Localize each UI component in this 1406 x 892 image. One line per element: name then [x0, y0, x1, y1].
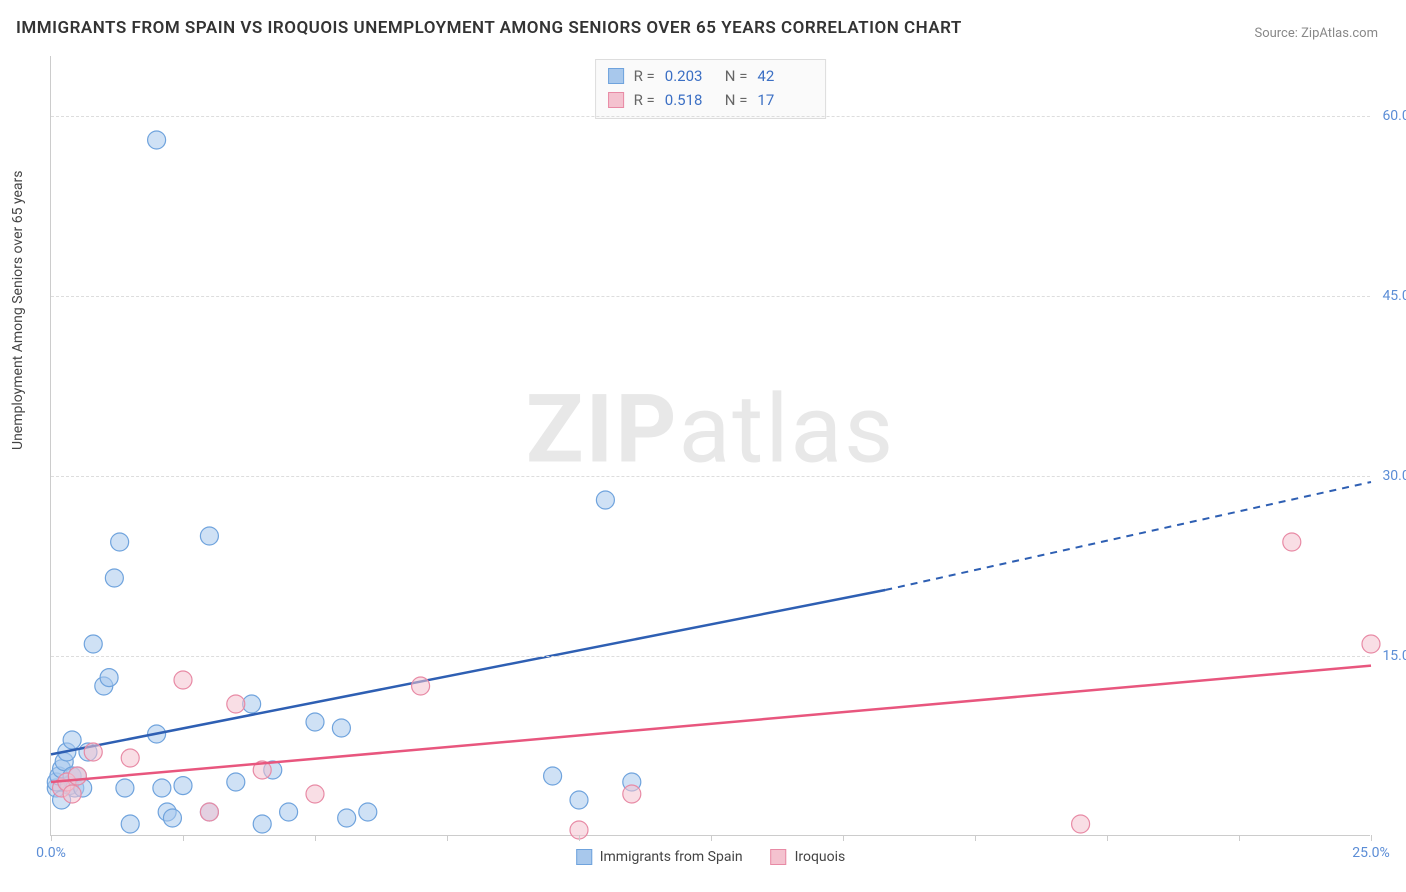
x-tick [1239, 835, 1240, 841]
data-point [200, 527, 218, 545]
trend-line [51, 590, 885, 754]
x-tick [1107, 835, 1108, 841]
legend-item: Immigrants from Spain [576, 849, 743, 865]
data-point [68, 767, 86, 785]
legend-swatch [576, 849, 592, 865]
gridline-h [51, 296, 1370, 297]
x-tick [843, 835, 844, 841]
x-tick [579, 835, 580, 841]
data-point [1072, 815, 1090, 833]
data-point [148, 131, 166, 149]
x-tick [447, 835, 448, 841]
data-point [63, 731, 81, 749]
x-tick [711, 835, 712, 841]
data-point [63, 785, 81, 803]
plot-area: ZIPatlas R =0.203N =42R =0.518N =17 Immi… [50, 56, 1370, 836]
data-point [84, 743, 102, 761]
gridline-h [51, 116, 1370, 117]
chart-title: IMMIGRANTS FROM SPAIN VS IROQUOIS UNEMPL… [16, 18, 962, 38]
data-point [84, 635, 102, 653]
x-tick [183, 835, 184, 841]
data-point [174, 671, 192, 689]
x-tick [1371, 835, 1372, 841]
trend-line [51, 666, 1371, 782]
data-point [227, 695, 245, 713]
data-point [111, 533, 129, 551]
y-axis-label: Unemployment Among Seniors over 65 years [10, 171, 26, 451]
data-point [174, 777, 192, 795]
data-point [121, 749, 139, 767]
bottom-legend: Immigrants from Spain Iroquois [576, 849, 846, 865]
data-point [338, 809, 356, 827]
x-tick [315, 835, 316, 841]
data-point [1283, 533, 1301, 551]
data-point [280, 803, 298, 821]
data-point [623, 785, 641, 803]
data-point [153, 779, 171, 797]
gridline-h [51, 476, 1370, 477]
data-point [163, 809, 181, 827]
data-point [570, 791, 588, 809]
data-point [1362, 635, 1380, 653]
legend-label: Immigrants from Spain [600, 849, 743, 865]
data-point [412, 677, 430, 695]
legend-item: Iroquois [771, 849, 846, 865]
chart-svg [51, 56, 1370, 835]
source-attribution: Source: ZipAtlas.com [1254, 26, 1378, 41]
y-tick-label: 60.0% [1382, 108, 1406, 124]
data-point [105, 569, 123, 587]
legend-swatch [771, 849, 787, 865]
source-value: ZipAtlas.com [1301, 26, 1378, 41]
x-tick [51, 835, 52, 841]
data-point [306, 785, 324, 803]
data-point [200, 803, 218, 821]
y-tick-label: 15.0% [1382, 648, 1406, 664]
data-point [227, 773, 245, 791]
data-point [100, 669, 118, 687]
data-point [544, 767, 562, 785]
y-tick-label: 45.0% [1382, 288, 1406, 304]
gridline-h [51, 656, 1370, 657]
source-label: Source: [1254, 26, 1301, 41]
data-point [306, 713, 324, 731]
data-point [332, 719, 350, 737]
x-tick-label: 0.0% [36, 845, 66, 861]
x-tick [975, 835, 976, 841]
data-point [253, 815, 271, 833]
legend-label: Iroquois [795, 849, 846, 865]
data-point [116, 779, 134, 797]
data-point [596, 491, 614, 509]
data-point [359, 803, 377, 821]
y-tick-label: 30.0% [1382, 468, 1406, 484]
data-point [121, 815, 139, 833]
x-tick-label: 25.0% [1352, 845, 1390, 861]
